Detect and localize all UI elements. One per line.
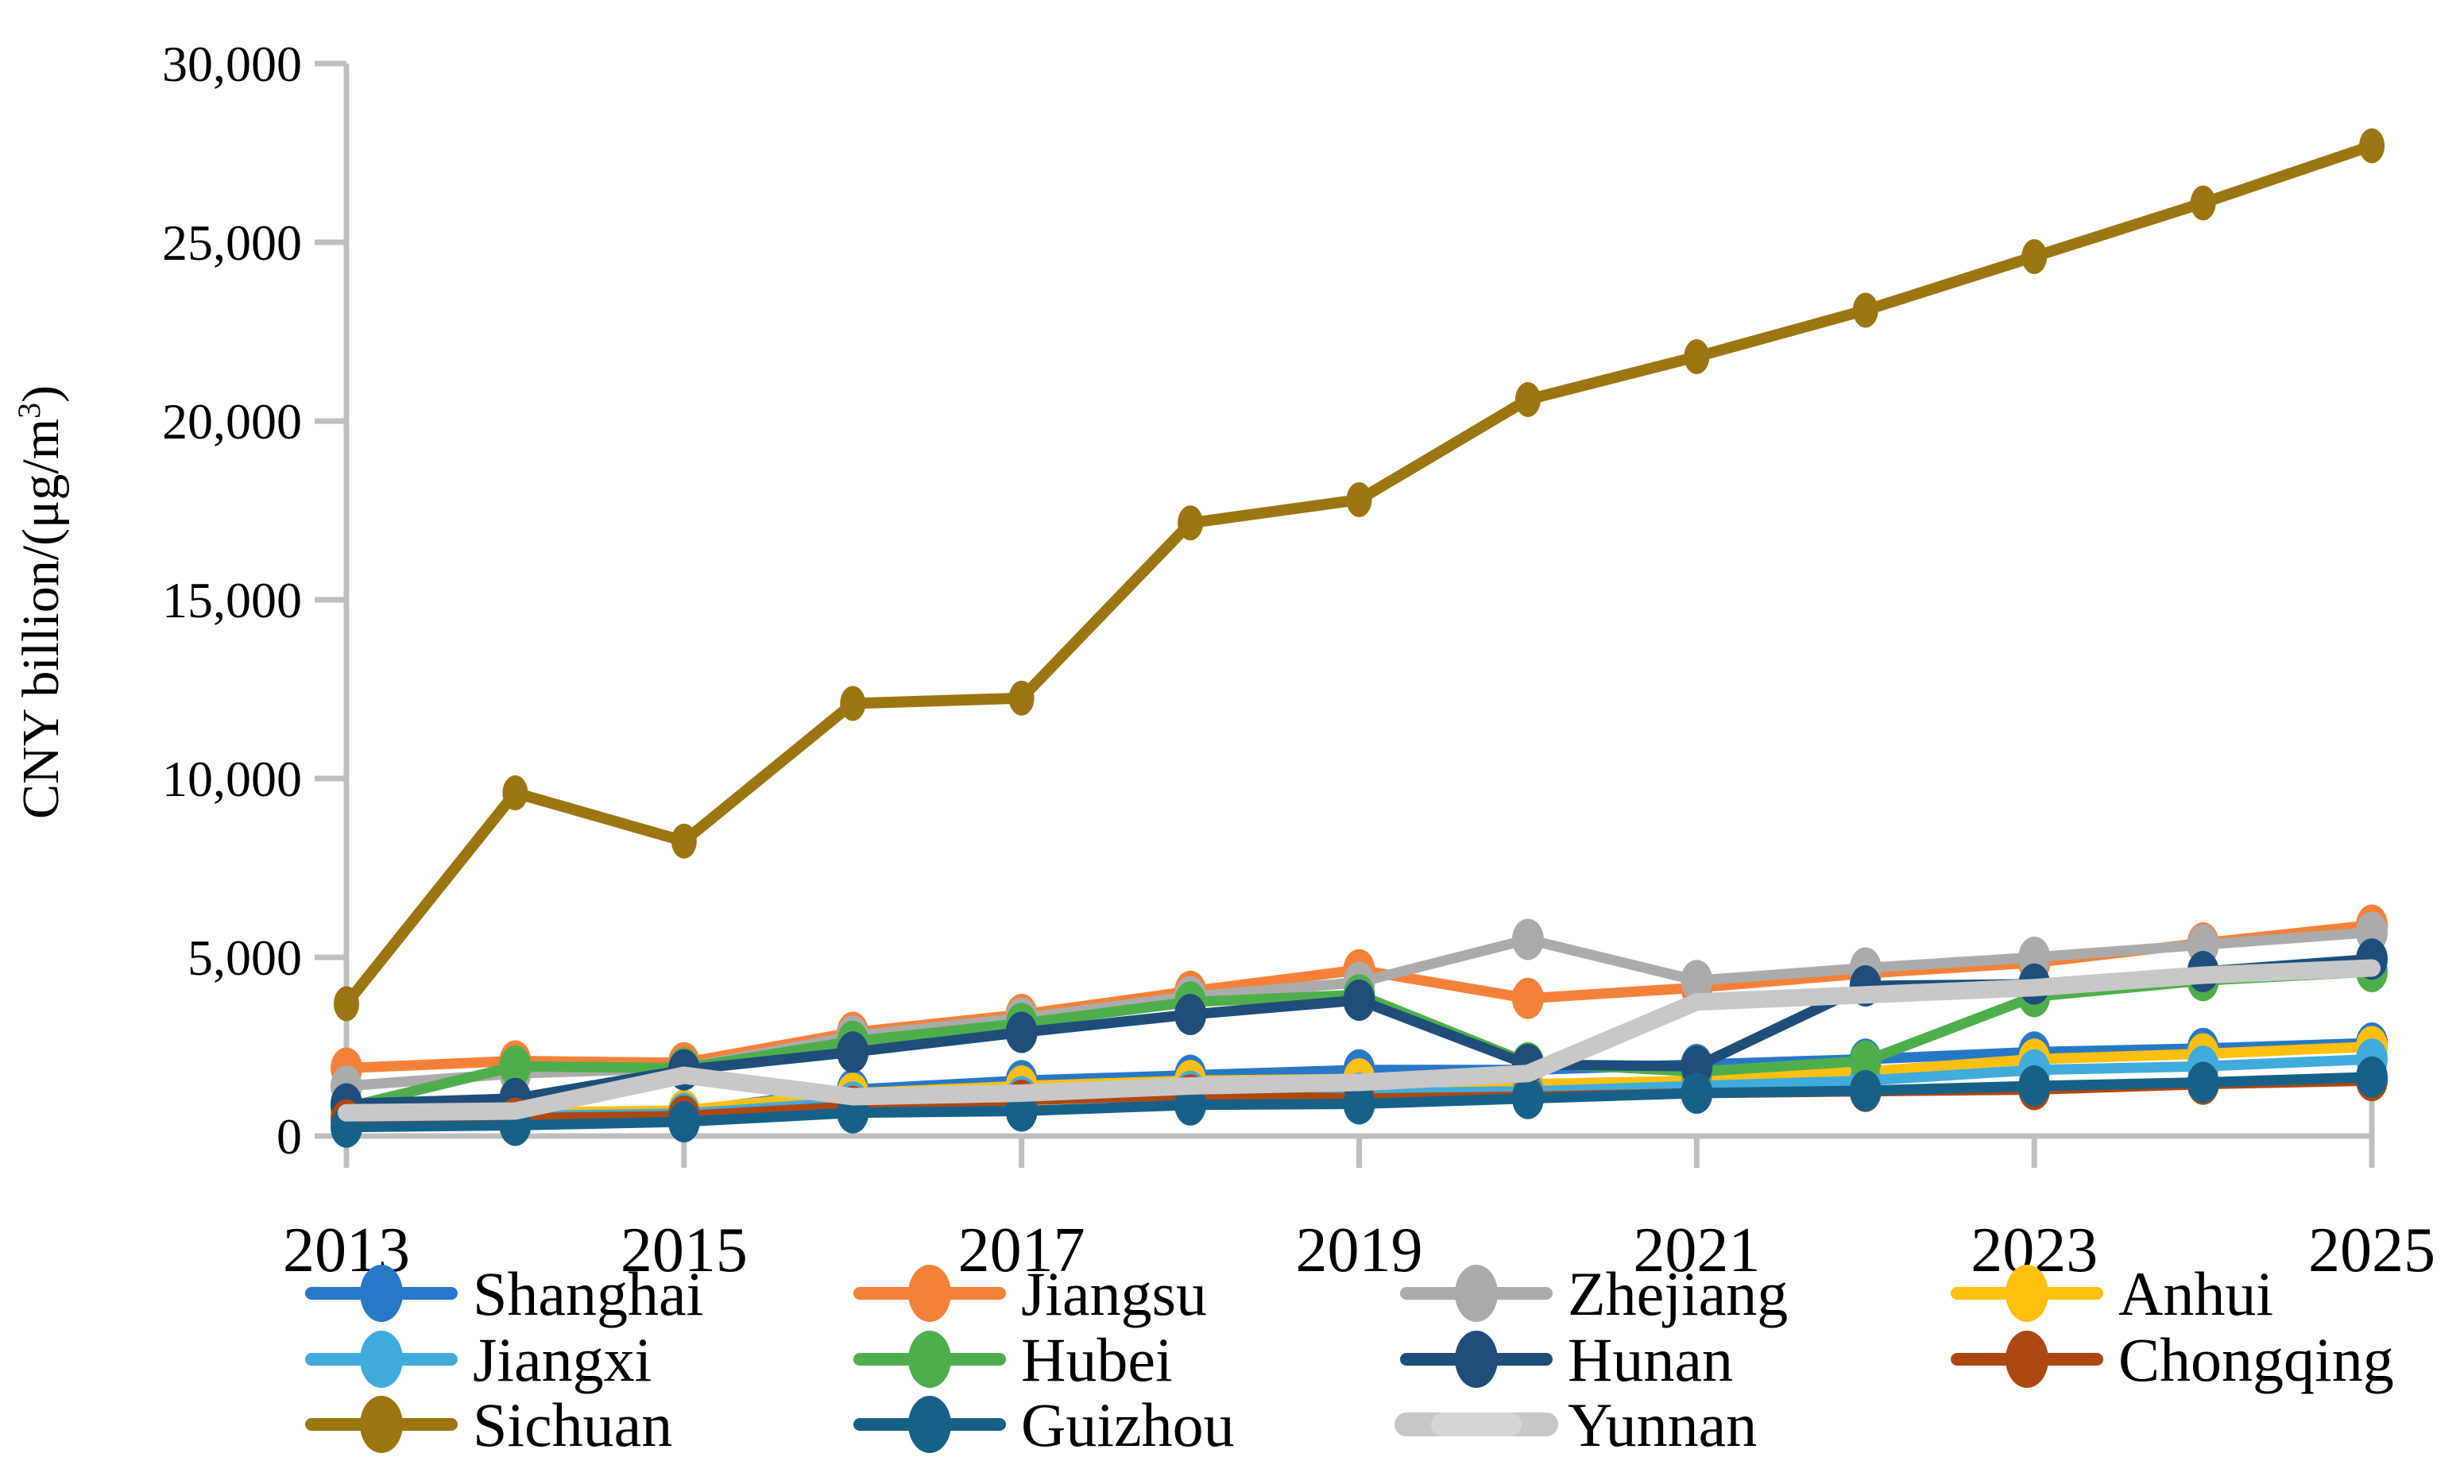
legend-marker-sichuan xyxy=(360,1396,403,1453)
marker-guizhou-2019 xyxy=(1343,1083,1375,1125)
legend-label-zhejiang: Zhejiang xyxy=(1568,1259,1788,1328)
marker-sichuan-2024 xyxy=(2190,185,2216,221)
marker-sichuan-2021 xyxy=(1684,339,1710,374)
series-line-sichuan xyxy=(341,140,2378,1010)
marker-zhejiang-2021 xyxy=(1681,960,1713,1002)
y-axis-tick-label: 10,000 xyxy=(162,751,302,807)
legend-marker-jiangxi xyxy=(360,1331,403,1388)
legend-marker-hubei xyxy=(908,1331,951,1388)
marker-sichuan-2016 xyxy=(840,686,866,721)
x-axis-tick-label: 2025 xyxy=(2308,1215,2435,1285)
marker-guizhou-2022 xyxy=(1849,1069,1882,1111)
y-axis-tick-label: 0 xyxy=(277,1108,302,1165)
y-axis-title-main: CNY billion/(μg/m xyxy=(12,418,70,820)
legend-marker-shanghai xyxy=(360,1265,403,1322)
marker-sichuan-2022 xyxy=(1852,292,1878,328)
legend-label-sichuan: Sichuan xyxy=(473,1390,672,1459)
legend-item-zhejiang: Zhejiang xyxy=(1400,1259,1788,1328)
legend-item-jiangxi: Jiangxi xyxy=(305,1325,652,1394)
marker-jiangsu-2020 xyxy=(1511,977,1544,1019)
marker-zhejiang-2020 xyxy=(1511,918,1544,960)
legend-item-jiangsu: Jiangsu xyxy=(853,1259,1207,1328)
y-axis-title: CNY billion/(μg/m3) xyxy=(11,385,72,819)
legend-marker-guizhou xyxy=(908,1396,951,1453)
marker-sichuan-2013 xyxy=(334,986,359,1022)
marker-guizhou-2024 xyxy=(2187,1061,2219,1103)
legend-marker-chongqing xyxy=(2006,1331,2048,1388)
legend-label-jiangxi: Jiangxi xyxy=(473,1325,652,1394)
marker-hunan-2016 xyxy=(837,1031,869,1073)
y-axis-tick-label: 5,000 xyxy=(188,929,302,986)
legend-label-chongqing: Chongqing xyxy=(2118,1325,2394,1394)
x-axis-tick-label: 2015 xyxy=(621,1215,748,1285)
legend-item-hubei: Hubei xyxy=(853,1325,1173,1394)
marker-hunan-2017 xyxy=(1005,1011,1038,1053)
marker-sichuan-2018 xyxy=(1178,505,1204,541)
marker-sichuan-2025 xyxy=(2359,128,2385,164)
legend-marker-hunan xyxy=(1455,1331,1498,1388)
legend-item-chongqing: Chongqing xyxy=(1951,1325,2394,1394)
marker-hunan-2019 xyxy=(1343,980,1375,1021)
y-axis-tick-label: 30,000 xyxy=(162,36,302,92)
legend-item-shanghai: Shanghai xyxy=(305,1259,703,1328)
marker-guizhou-2020 xyxy=(1511,1077,1544,1119)
marker-guizhou-2021 xyxy=(1681,1072,1713,1114)
axes: 05,00010,00015,00020,00025,00030,0002013… xyxy=(162,36,2435,1285)
legend-label-guizhou: Guizhou xyxy=(1021,1390,1235,1459)
legend-label-anhui: Anhui xyxy=(2118,1259,2273,1328)
marker-sichuan-2015 xyxy=(671,823,697,859)
marker-guizhou-2025 xyxy=(2356,1056,2389,1098)
x-axis-tick-label: 2021 xyxy=(1633,1215,1760,1285)
marker-hubei-2022 xyxy=(1849,1040,1882,1082)
marker-sichuan-2020 xyxy=(1514,382,1541,417)
marker-hubei-2014 xyxy=(499,1045,532,1088)
legend-label-hunan: Hunan xyxy=(1568,1325,1733,1394)
legend-item-guizhou: Guizhou xyxy=(853,1390,1235,1459)
legend-marker-jiangsu xyxy=(908,1265,951,1322)
legend-label-hubei: Hubei xyxy=(1021,1325,1173,1394)
legend-item-yunnan: Yunnan xyxy=(1394,1390,1757,1459)
marker-sichuan-2019 xyxy=(1346,482,1372,517)
y-axis-tick-label: 20,000 xyxy=(162,393,302,450)
series-sichuan xyxy=(334,128,2385,1022)
legend-item-anhui: Anhui xyxy=(1951,1259,2273,1328)
legend-marker-anhui xyxy=(2006,1265,2048,1322)
x-axis-tick-label: 2019 xyxy=(1296,1215,1423,1285)
legend-item-sichuan: Sichuan xyxy=(305,1390,672,1459)
y-axis-tick-label: 25,000 xyxy=(162,214,302,271)
marker-sichuan-2017 xyxy=(1008,680,1035,716)
legend: Shanghai Jiangsu Zhejiang Anhui Jiangxi Hubei… xyxy=(305,1259,2394,1459)
legend-item-hunan: Hunan xyxy=(1400,1325,1733,1394)
legend-label-jiangsu: Jiangsu xyxy=(1021,1259,1207,1328)
marker-guizhou-2023 xyxy=(2018,1065,2051,1107)
y-axis-title-end: ) xyxy=(12,385,70,403)
legend-label-yunnan: Yunnan xyxy=(1568,1390,1757,1459)
marker-hunan-2018 xyxy=(1174,994,1207,1035)
marker-sichuan-2023 xyxy=(2021,239,2048,274)
legend-marker-zhejiang xyxy=(1455,1265,1498,1322)
legend-label-shanghai: Shanghai xyxy=(473,1259,703,1328)
y-axis-title-superscript: 3 xyxy=(11,402,47,419)
marker-guizhou-2015 xyxy=(667,1101,700,1142)
x-axis-tick-label: 2017 xyxy=(958,1215,1085,1285)
y-axis-tick-label: 15,000 xyxy=(162,572,302,628)
series-line-yunnan xyxy=(338,959,2381,1122)
marker-sichuan-2014 xyxy=(502,775,528,810)
series-yunnan xyxy=(338,959,2381,1122)
